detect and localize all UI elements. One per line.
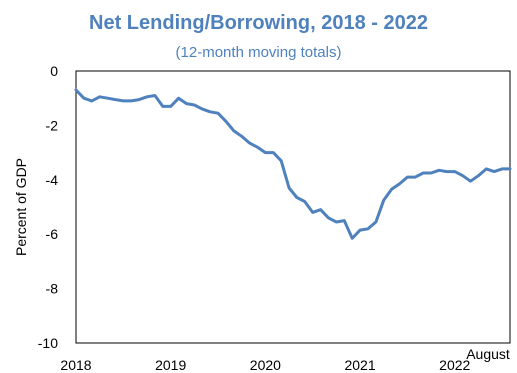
x-tick-label: 2020 <box>250 357 281 373</box>
y-tick-label: -6 <box>46 226 59 242</box>
x-tick-label: 2018 <box>60 357 91 373</box>
x-annotation-august: August <box>466 346 510 362</box>
series-line <box>74 88 512 240</box>
chart-title: Net Lending/Borrowing, 2018 - 2022 <box>89 12 428 34</box>
y-tick-label: 0 <box>50 63 58 79</box>
chart-subtitle: (12-month moving totals) <box>175 44 342 61</box>
plot-area-frame <box>75 70 511 344</box>
y-tick-label: -4 <box>46 172 59 188</box>
x-tick-label: 2021 <box>344 357 375 373</box>
y-axis: 0 -2 -4 -6 -8 -10 <box>38 63 58 351</box>
x-tick-label: 2019 <box>155 357 186 373</box>
y-tick-label: -8 <box>46 281 59 297</box>
y-tick-label: -10 <box>38 335 58 351</box>
y-tick-label: -2 <box>46 117 59 133</box>
x-axis: 2018 2019 2020 2021 2022 <box>60 357 470 373</box>
y-axis-label: Percent of GDP <box>13 158 29 256</box>
x-tick-label: 2022 <box>439 357 470 373</box>
